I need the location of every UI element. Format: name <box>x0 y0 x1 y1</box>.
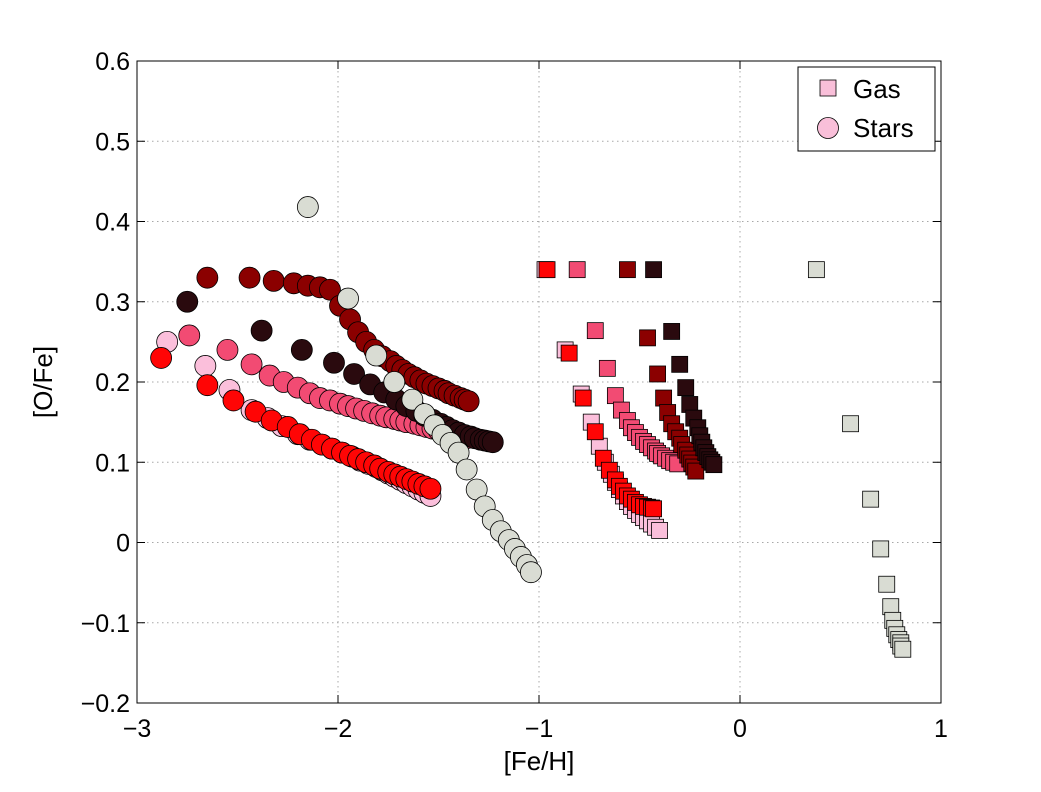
gas-point <box>586 322 604 340</box>
data-points <box>150 196 912 658</box>
y-tick-label: 0.2 <box>95 369 130 397</box>
star-point <box>365 344 388 367</box>
x-axis-label: [Fe/H] <box>504 746 575 776</box>
star-point <box>419 477 442 500</box>
star-point <box>238 266 261 289</box>
x-tick-label: −1 <box>525 715 554 743</box>
star-point <box>196 266 219 289</box>
gas-point <box>586 423 604 441</box>
gas-point <box>651 522 668 539</box>
star-point <box>401 388 424 411</box>
y-tick-label: 0.3 <box>95 289 130 317</box>
y-tick-label: 0.4 <box>95 209 130 237</box>
gas-point <box>574 389 592 407</box>
gas-point <box>645 261 662 279</box>
star-point <box>296 196 319 218</box>
gas-point <box>663 323 681 340</box>
y-axis-label: [O/Fe] <box>28 346 58 418</box>
y-tick-label: 0 <box>116 530 130 558</box>
gas-point <box>878 575 896 593</box>
star-point <box>216 338 239 361</box>
gas-point <box>842 415 859 433</box>
gas-point <box>538 261 556 279</box>
star-point <box>343 363 365 385</box>
legend: Gas Stars <box>797 66 936 152</box>
gas-point <box>606 387 624 405</box>
gas-point <box>862 490 880 508</box>
x-tick-label: 0 <box>733 715 747 743</box>
axis-ticks: −3 −2 −1 0 1 −0.2 −0.1 0 0.1 0.2 0.3 0.4 0.5 0.6 <box>81 48 948 743</box>
y-tick-label: 0.5 <box>95 128 130 156</box>
legend-gas-square-icon <box>819 79 837 97</box>
star-point <box>262 269 285 292</box>
star-point <box>481 431 504 454</box>
x-tick-label: −3 <box>123 715 152 743</box>
star-point <box>222 389 245 412</box>
star-point <box>290 338 313 361</box>
gas-point <box>705 456 723 474</box>
y-tick-label: −0.2 <box>81 690 130 718</box>
star-point <box>176 290 199 313</box>
star-point <box>319 278 341 301</box>
legend-stars-label: Stars <box>853 113 914 143</box>
gas-point <box>560 344 578 362</box>
gas-point <box>619 261 636 279</box>
gas-point <box>807 261 825 279</box>
star-point <box>337 287 359 310</box>
star-point <box>520 561 542 584</box>
star-point <box>457 390 480 413</box>
gas-point <box>687 462 705 480</box>
gas-point <box>872 540 890 558</box>
star-point <box>240 353 263 376</box>
legend-stars-circle-icon <box>817 117 839 139</box>
star-point <box>178 324 201 347</box>
y-tick-label: 0.6 <box>95 48 130 76</box>
gas-point <box>645 500 662 518</box>
star-point <box>250 319 273 342</box>
grid-lines <box>137 61 941 703</box>
gas-point <box>677 379 695 397</box>
legend-gas-label: Gas <box>853 74 901 104</box>
gas-point <box>639 329 656 347</box>
x-tick-label: −2 <box>324 715 353 743</box>
gas-point <box>894 640 912 658</box>
y-tick-label: 0.1 <box>95 449 130 477</box>
gas-point <box>568 261 586 279</box>
gas-point <box>671 355 689 373</box>
star-point <box>455 458 478 481</box>
star-point <box>196 374 219 397</box>
gas-point <box>655 389 673 407</box>
gas-point <box>598 359 616 377</box>
gas-point <box>649 365 666 383</box>
star-point <box>150 347 173 369</box>
y-tick-label: −0.1 <box>81 610 130 638</box>
star-point <box>323 351 345 374</box>
star-point <box>383 371 406 393</box>
x-tick-label: 1 <box>934 715 948 743</box>
star-point <box>194 355 217 377</box>
